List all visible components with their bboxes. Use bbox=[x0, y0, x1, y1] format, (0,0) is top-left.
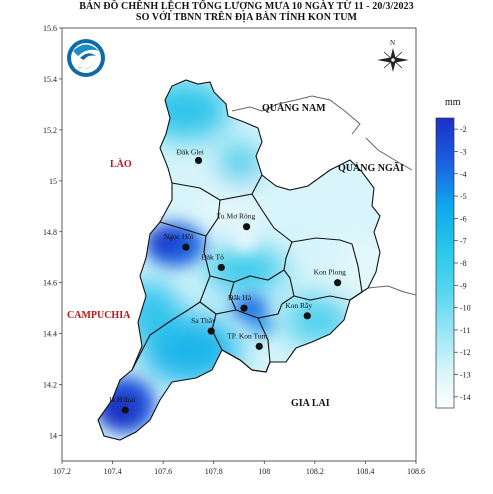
station-label: TP. Kon Tum bbox=[227, 331, 267, 340]
label-quang-nam: QUẢNG NAM bbox=[262, 102, 326, 114]
station-marker bbox=[255, 342, 263, 350]
x-tick-label: 107.6 bbox=[154, 467, 172, 476]
colorbar-unit: mm bbox=[445, 97, 461, 108]
station-marker bbox=[182, 243, 190, 251]
x-tick-label: 108.6 bbox=[407, 467, 425, 476]
y-tick-label: 15.2 bbox=[43, 126, 57, 135]
label-quang-ngai: QUẢNG NGÃI bbox=[338, 162, 404, 174]
map-title-line1: BẢN ĐỒ CHÊNH LỆCH TỔNG LƯỢNG MƯA 10 NGÀY… bbox=[79, 1, 414, 12]
colorbar-tick-label: -2 bbox=[460, 125, 467, 134]
colorbar: mm -2 -3 -4 -5 -6 -7 -8 -9 -10 -11 -12 -13 -14 bbox=[435, 97, 471, 409]
station-marker bbox=[334, 279, 342, 287]
x-tick-label: 107.2 bbox=[53, 467, 71, 476]
colorbar-tick-label: -13 bbox=[460, 371, 471, 380]
hydromet-logo bbox=[67, 39, 105, 77]
colorbar-tick-label: -5 bbox=[460, 192, 467, 201]
station-marker bbox=[303, 312, 311, 320]
station-layer: Đăk Glei Tu Mơ Rông Ngọc Hồi Đăk Tô Kon Plon… bbox=[109, 147, 347, 414]
station-marker bbox=[194, 156, 203, 165]
station-label: Đăk Glei bbox=[177, 147, 204, 156]
station-label: Tu Mơ Rông bbox=[217, 212, 256, 221]
x-tick-label: 108.2 bbox=[306, 467, 324, 476]
station-label: Ngọc Hồi bbox=[164, 232, 193, 241]
y-tick-label: 14.2 bbox=[43, 381, 57, 390]
x-tick-label: 108.4 bbox=[356, 467, 374, 476]
colorbar-scale bbox=[435, 117, 455, 409]
label-gia-lai: GIA LAI bbox=[291, 398, 330, 409]
border-quang-ngai-north bbox=[365, 137, 413, 171]
label-laos: LÀO bbox=[110, 158, 132, 170]
colorbar-tick-label: -12 bbox=[460, 348, 471, 357]
colorbar-tick-label: -11 bbox=[460, 326, 470, 335]
x-tick-label: 107.4 bbox=[104, 467, 122, 476]
y-tick-label: 15 bbox=[49, 177, 57, 186]
y-tick-label: 15.6 bbox=[43, 24, 57, 33]
station-marker bbox=[121, 406, 129, 414]
colorbar-tick-label: -10 bbox=[460, 304, 471, 313]
y-tick-label: 14.4 bbox=[43, 330, 57, 339]
station-label: Kon Rẫy bbox=[285, 301, 312, 310]
district-boundaries bbox=[97, 79, 381, 441]
region-labels: LÀO CAMPUCHIA QUẢNG NAM QUẢNG NGÃI GIA L… bbox=[67, 102, 404, 409]
map-title-line2: SO VỚI TBNN TRÊN ĐỊA BÀN TỈNH KON TUM bbox=[135, 12, 358, 23]
border-quang-nam bbox=[231, 95, 361, 135]
station-label: Ia H'drai bbox=[109, 395, 135, 404]
x-tick-label: 108 bbox=[258, 467, 270, 476]
station-label: Đăk Hà bbox=[228, 293, 252, 302]
north-label: N bbox=[390, 39, 395, 47]
colorbar-tick-label: -6 bbox=[460, 214, 467, 223]
y-tick-label: 14.6 bbox=[43, 279, 57, 288]
y-tick-label: 14 bbox=[49, 432, 57, 441]
label-cambodia: CAMPUCHIA bbox=[67, 310, 131, 321]
colorbar-tick-label: -7 bbox=[460, 237, 467, 246]
north-arrow: N bbox=[377, 39, 409, 72]
colorbar-tick-label: -9 bbox=[460, 281, 467, 290]
station-marker bbox=[240, 304, 248, 312]
colorbar-tick-label: -8 bbox=[460, 259, 467, 268]
station-marker bbox=[217, 263, 225, 272]
x-tick-label: 107.8 bbox=[205, 467, 223, 476]
border-gia-lai-east bbox=[367, 285, 416, 296]
y-tick-label: 14.8 bbox=[43, 228, 57, 237]
x-axis: 107.2 107.4 107.6 107.8 108 108.2 108.4 108.6 bbox=[53, 461, 425, 476]
station-label: Kon Plong bbox=[314, 268, 347, 277]
colorbar-tick-label: -4 bbox=[460, 170, 467, 179]
station-marker bbox=[207, 327, 215, 335]
station-marker bbox=[242, 223, 251, 231]
colorbar-tick-label: -14 bbox=[460, 393, 471, 402]
colorbar-tick-label: -3 bbox=[460, 147, 467, 156]
y-tick-label: 15.4 bbox=[43, 75, 57, 84]
station-label: Đăk Tô bbox=[201, 252, 224, 261]
station-label: Sa Thầy bbox=[191, 316, 216, 325]
y-axis: 15.6 15.4 15.2 15 14.8 14.6 14.4 14.2 14 bbox=[43, 24, 62, 441]
